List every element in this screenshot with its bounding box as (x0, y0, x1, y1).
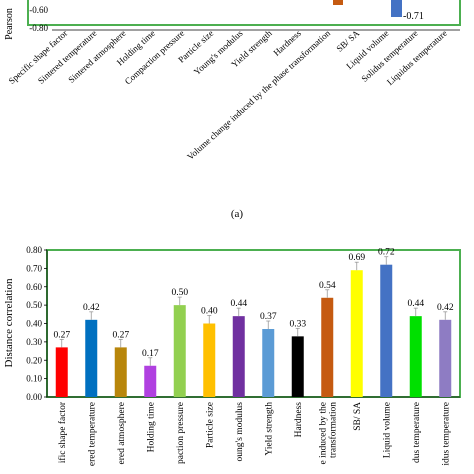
distance-y-tick-label: 0.80 (26, 245, 42, 255)
distance-x-tick-label: ific shape factor (57, 401, 68, 463)
distance-bar (439, 319, 452, 397)
distance-x-tick-label: ered temperature (87, 402, 97, 466)
distance-x-tick-label: Holding time (146, 402, 156, 452)
distance-y-tick-label: 0.70 (26, 263, 42, 273)
pearson-plot-frame (27, 0, 461, 26)
distance-x-tick-label: e induced by the (318, 402, 328, 465)
distance-x-tick-label: Liquid volume (382, 402, 392, 458)
panel-label-a: (a) (231, 208, 244, 220)
distance-bar (85, 319, 98, 397)
distance-bar-value-label: 0.40 (201, 307, 218, 317)
pearson-value-label-liquid-volume: -0.71 (403, 11, 424, 22)
distance-bar-value-label: 0.72 (378, 248, 395, 258)
distance-bar (232, 316, 245, 397)
distance-y-tick-label: 0.30 (26, 337, 42, 347)
bar-liquid-volume (391, 0, 402, 17)
distance-bar (203, 323, 216, 397)
distance-y-tick-label: 0.50 (26, 300, 42, 310)
distance-bar-value-label: 0.37 (260, 312, 277, 322)
distance-x-tick-label: paction pressure (176, 402, 186, 464)
distance-x-tick-label: oung's modulus (235, 402, 245, 462)
distance-x-tick-label: ered atmosphere (117, 402, 127, 465)
pearson-ytick-0: -0.60 (29, 5, 48, 15)
distance-y-tick-label: 0.60 (26, 282, 42, 292)
pearson-y-axis-label: Pearson (4, 8, 15, 40)
distance-bar (262, 329, 275, 397)
distance-bar-value-label: 0.33 (289, 319, 306, 329)
distance-bar-value-label: 0.54 (319, 281, 336, 291)
distance-bar (173, 305, 186, 397)
distance-bar-value-label: 0.44 (407, 299, 424, 309)
distance-bar (291, 336, 304, 397)
distance-bar (380, 264, 393, 397)
distance-bar (409, 316, 422, 397)
distance-bar-value-label: 0.27 (112, 330, 129, 340)
distance-x-tick-label: Particle size (205, 402, 215, 448)
distance-bar (350, 270, 363, 397)
distance-correlation-chart: Distance correlation 0.00 0.10 0.20 0.30 0.4… (3, 245, 461, 466)
distance-y-tick-label: 0.40 (26, 319, 42, 329)
distance-x-tick-label: transformation (327, 402, 338, 458)
distance-bar-value-label: 0.50 (171, 288, 188, 298)
pearson-chart: -0.60 -0.80 Pearson -0.71 Specific shape… (4, 0, 461, 220)
distance-plot-frame (46, 249, 461, 398)
distance-x-tick-label: Hardness (294, 402, 304, 438)
distance-bar-value-label: 0.27 (53, 330, 70, 340)
distance-bar-value-label: 0.42 (83, 303, 100, 313)
distance-bar-value-label: 0.44 (230, 299, 247, 309)
distance-y-tick-label: 0.10 (26, 374, 42, 384)
distance-x-tick-label: SB/ SA (353, 402, 363, 431)
distance-bar (55, 347, 68, 397)
pearson-ytick-1: -0.80 (29, 23, 48, 33)
distance-x-tick-label: dus temperature (412, 402, 422, 463)
distance-bar (144, 365, 157, 397)
distance-bar (321, 297, 334, 397)
distance-y-tick-label: 0.00 (26, 392, 42, 402)
pearson-x-tick-label: SB/ SA (334, 28, 361, 54)
distance-bar-value-label: 0.42 (437, 303, 454, 313)
distance-y-axis-label: Distance correlation (3, 278, 15, 367)
distance-bar-value-label: 0.69 (348, 253, 365, 263)
bar-volume-change (333, 0, 343, 5)
distance-bar (114, 347, 127, 397)
distance-y-tick-label: 0.20 (26, 355, 42, 365)
distance-bar-value-label: 0.17 (142, 349, 159, 359)
distance-x-tick-label: idus temperature (441, 402, 451, 466)
distance-x-tick-label: Yield strength (264, 402, 274, 456)
